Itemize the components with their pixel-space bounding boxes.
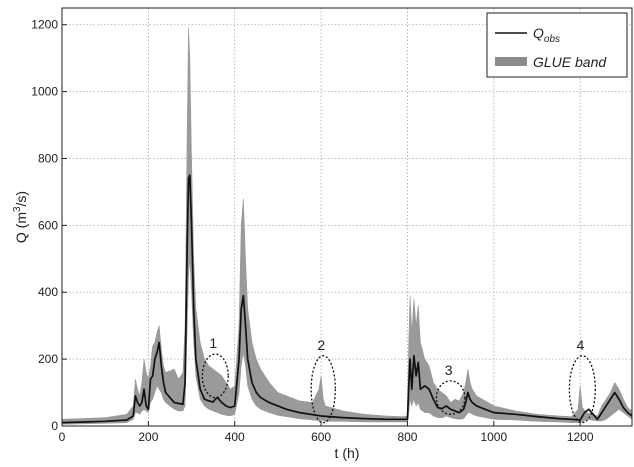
- annotation-ellipse: [310, 355, 336, 424]
- x-tick-label: 600: [311, 430, 331, 444]
- y-tick-label: 200: [38, 352, 58, 366]
- legend: Qobs GLUE band: [486, 12, 628, 78]
- x-tick-label: 1200: [567, 430, 594, 444]
- y-axis-label-main: Q (m: [13, 212, 29, 243]
- x-tick-label: 800: [397, 430, 417, 444]
- x-tick-label: 1000: [480, 430, 507, 444]
- annotation-label: 4: [576, 337, 584, 353]
- x-tick-label: 400: [225, 430, 245, 444]
- x-tick-label: 200: [138, 430, 158, 444]
- annotation-label: 2: [317, 337, 325, 353]
- y-tick-label: 1200: [31, 18, 58, 32]
- y-tick-label: 1000: [31, 85, 58, 99]
- qobs-line-layer: [61, 174, 633, 424]
- plot-frame: [61, 7, 633, 427]
- y-tick-label: 800: [38, 151, 58, 165]
- y-axis-label-sup: 3: [12, 206, 23, 212]
- x-axis-label: t (h): [335, 445, 360, 461]
- annotation-label: 1: [209, 335, 217, 351]
- legend-qobs-label: Qobs: [533, 25, 560, 45]
- annotation-ellipse: [568, 355, 596, 424]
- legend-qobs-sub: obs: [544, 34, 560, 45]
- annotation-ellipse: [201, 353, 229, 399]
- x-axis-ticks: 0 200 400 600 800 1000 1200: [59, 421, 594, 444]
- legend-glue-label: GLUE band: [533, 54, 607, 70]
- y-tick-label: 0: [51, 419, 58, 433]
- y-axis-label: Q (m3/s): [12, 191, 29, 243]
- legend-glue-swatch: [495, 57, 527, 66]
- annotation-label: 3: [445, 362, 453, 378]
- y-tick-label: 400: [38, 285, 58, 299]
- x-tick-label: 0: [59, 430, 66, 444]
- legend-box: [486, 12, 628, 78]
- qobs-line: [61, 174, 633, 424]
- annotation-layer: 1 2 3 4: [201, 335, 596, 424]
- y-axis-label-tail: /s): [13, 191, 29, 207]
- y-tick-label: 600: [38, 218, 58, 232]
- y-axis-ticks: 0 200 400 600 800 1000 1200: [31, 18, 67, 433]
- annotation-ellipse: [435, 380, 466, 415]
- legend-qobs-main: Q: [533, 25, 544, 41]
